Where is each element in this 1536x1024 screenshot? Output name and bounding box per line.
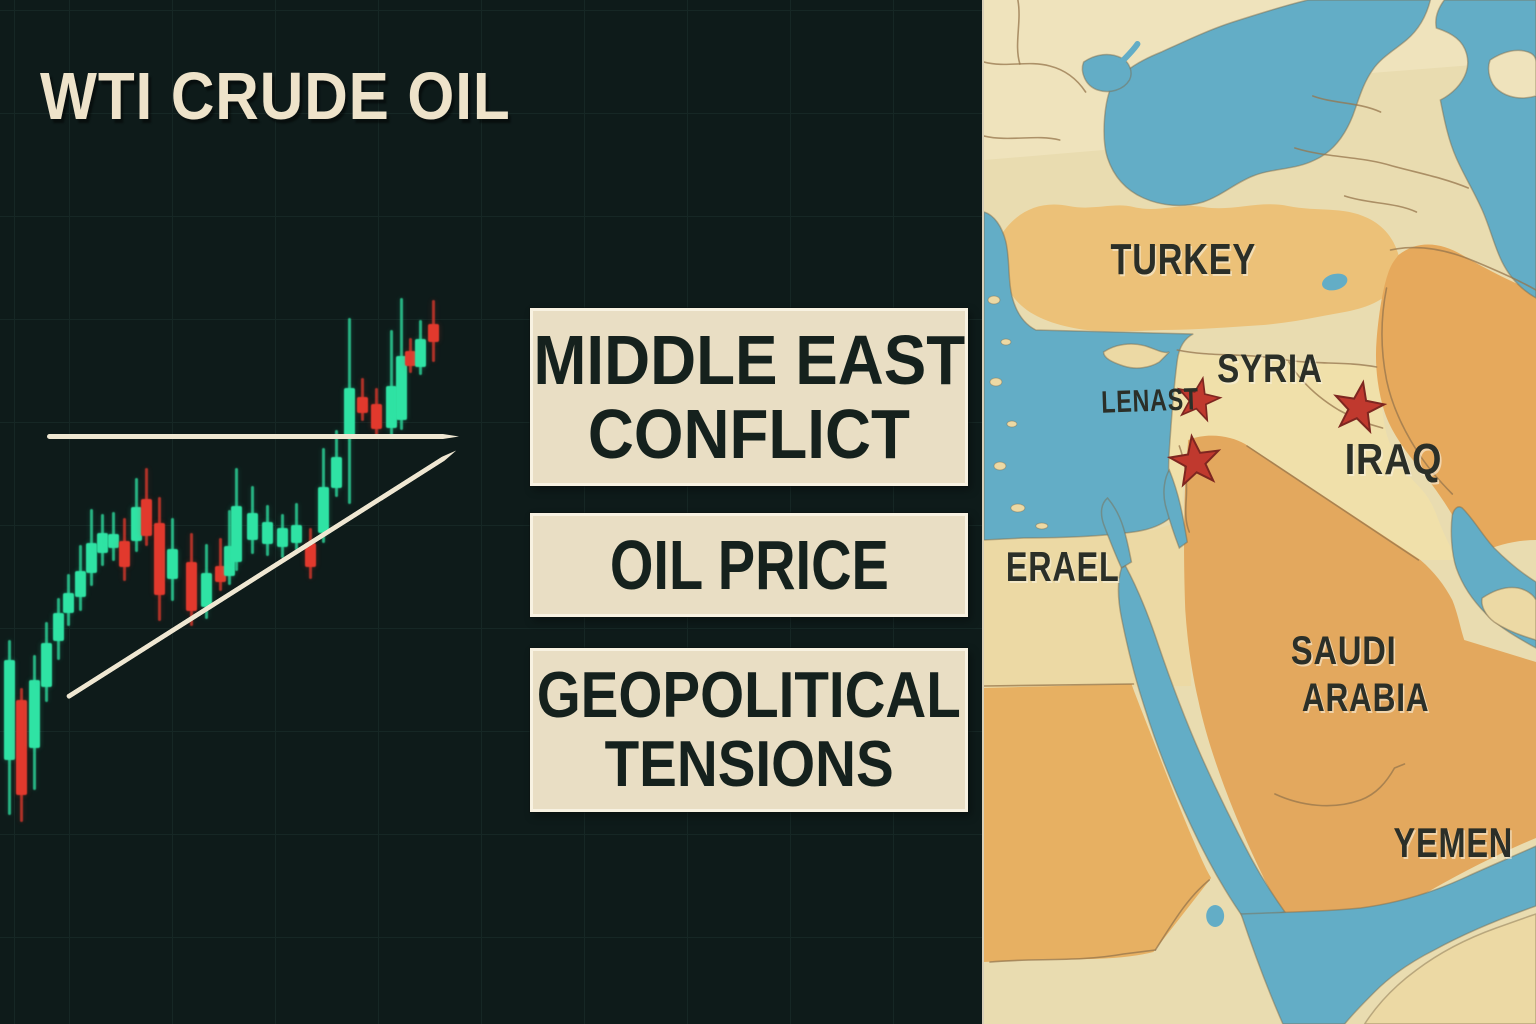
map-label-lebanon: LENAST <box>1101 381 1200 419</box>
candlestick-chart <box>4 298 439 822</box>
candlestick <box>344 388 355 437</box>
conflict-star-icon <box>1333 379 1388 435</box>
map-label-arabia: ARABIA <box>1302 676 1430 720</box>
resistance-line <box>47 434 459 439</box>
candlestick <box>305 543 316 567</box>
candlestick <box>201 573 212 607</box>
gulf-of-suez <box>1100 496 1133 570</box>
candle-wick <box>390 330 393 438</box>
candlestick <box>75 571 86 597</box>
mediterranean-aegean-sea <box>984 211 1194 541</box>
map-panel: TURKEY SYRIA LENAST IRAQ ERAEL SAUDI ARA… <box>982 0 1536 1024</box>
keyword-text: TENSIONS <box>604 727 894 800</box>
conflict-star-icon <box>1166 433 1222 488</box>
conflict-star-icon <box>1176 375 1223 423</box>
candlestick <box>428 324 439 342</box>
candlestick <box>131 507 142 541</box>
candlestick <box>291 525 302 543</box>
candlestick <box>396 356 407 420</box>
sea-of-marmara <box>1081 53 1132 93</box>
country-borders <box>984 0 1536 963</box>
candlestick <box>86 543 97 573</box>
candlestick <box>41 643 52 687</box>
levant-iraq-region <box>1169 352 1459 560</box>
keyword-box-geopolitical-tensions: GEOPOLITICAL TENSIONS <box>530 648 968 812</box>
lake-van <box>1322 273 1348 291</box>
candlestick <box>262 522 273 544</box>
candlestick <box>331 457 342 488</box>
keyword-box-oil-price: OIL PRICE <box>530 513 968 617</box>
black-sea <box>1103 0 1432 207</box>
chart-panel: WTI CRUDE OIL <box>0 0 982 1024</box>
candlestick <box>186 562 197 611</box>
candlestick <box>357 397 368 413</box>
candle-wick <box>219 538 222 591</box>
map-label-yemen: YEMEN <box>1394 819 1514 866</box>
candlestick <box>108 534 119 548</box>
candlestick <box>247 513 258 540</box>
keyword-box-middle-east-conflict: MIDDLE EAST CONFLICT <box>530 308 968 486</box>
candlestick <box>63 593 74 613</box>
uae-oman-peninsula <box>1481 586 1536 641</box>
aegean-islands <box>987 295 1049 530</box>
candlestick <box>371 404 382 429</box>
keyword-text: OIL PRICE <box>609 525 889 604</box>
map-label-syria: SYRIA <box>1217 347 1323 391</box>
page-title: WTI CRUDE OIL <box>40 59 511 134</box>
map-label-iraq: IRAQ <box>1345 435 1443 484</box>
candlestick <box>16 700 27 795</box>
gulf-of-aqaba <box>1163 468 1189 550</box>
candlestick <box>415 339 426 367</box>
cyprus-island <box>1102 343 1170 369</box>
sudan-region <box>984 684 1212 962</box>
keyword-text: MIDDLE EAST <box>533 320 965 399</box>
lake-tana <box>1206 905 1225 927</box>
candlestick <box>53 613 64 641</box>
map-label-saudi: SAUDI <box>1291 629 1397 673</box>
candlestick <box>231 506 242 562</box>
saudi-arabia-region <box>1184 435 1536 918</box>
keyword-text: CONFLICT <box>588 395 910 473</box>
candlestick <box>4 660 15 760</box>
iran-region <box>1375 244 1536 552</box>
caspian-peninsula <box>1487 49 1536 99</box>
candlestick <box>318 487 329 533</box>
candlestick <box>97 533 108 553</box>
candlestick <box>29 680 40 748</box>
candlestick <box>386 386 397 428</box>
candlestick <box>154 523 165 595</box>
chart-grid <box>0 0 982 1024</box>
candlestick <box>119 541 130 567</box>
candlestick <box>277 528 288 547</box>
candlestick <box>224 546 235 576</box>
keyword-text: GEOPOLITICAL <box>536 658 962 732</box>
map-label-turkey: TURKEY <box>1111 235 1256 284</box>
candlestick <box>405 351 416 366</box>
map-label-israel: ERAEL <box>1006 543 1120 590</box>
somalia-horn <box>1363 913 1536 1024</box>
turkey-region <box>997 204 1400 332</box>
middle-east-map: TURKEY SYRIA LENAST IRAQ ERAEL SAUDI ARA… <box>984 0 1536 1024</box>
bosphorus-strait <box>1118 41 1141 65</box>
candlestick <box>167 549 178 579</box>
candlestick <box>141 499 152 536</box>
candlestick <box>215 566 226 582</box>
